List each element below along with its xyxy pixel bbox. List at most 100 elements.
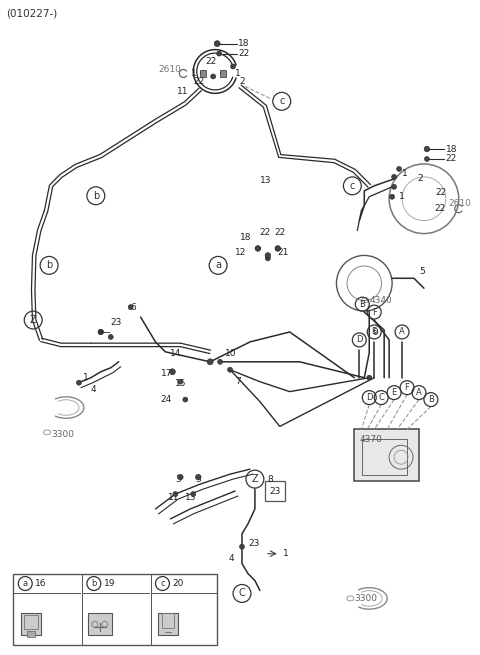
- Text: 1: 1: [235, 69, 241, 78]
- Text: D: D: [356, 335, 362, 345]
- Bar: [220, 69, 226, 77]
- Bar: [158, 613, 179, 635]
- Text: 3300: 3300: [51, 430, 74, 439]
- Text: Z: Z: [30, 315, 36, 325]
- Text: 6: 6: [131, 303, 136, 312]
- Circle shape: [255, 246, 261, 252]
- Text: a: a: [215, 260, 221, 271]
- Text: 14: 14: [170, 349, 182, 358]
- Bar: [162, 613, 174, 628]
- Bar: [200, 69, 206, 77]
- Text: C: C: [239, 588, 245, 599]
- Text: 16: 16: [35, 579, 47, 588]
- Circle shape: [211, 74, 216, 79]
- Text: 7: 7: [235, 377, 241, 386]
- Text: 10: 10: [225, 349, 237, 358]
- Text: 22: 22: [446, 155, 457, 164]
- Circle shape: [76, 380, 82, 385]
- Text: 15: 15: [175, 379, 187, 388]
- Text: b: b: [46, 260, 52, 271]
- Text: 22: 22: [205, 57, 216, 66]
- Text: 5: 5: [419, 267, 425, 276]
- Circle shape: [276, 246, 280, 251]
- Bar: [13, 574, 217, 645]
- Text: A: A: [416, 388, 422, 397]
- Text: 17: 17: [160, 369, 172, 378]
- Circle shape: [217, 360, 223, 364]
- Text: 22: 22: [434, 204, 445, 213]
- Text: 11: 11: [168, 493, 180, 502]
- Text: 22: 22: [275, 228, 286, 237]
- Text: c: c: [279, 96, 285, 106]
- Text: 2: 2: [417, 174, 422, 183]
- Circle shape: [128, 305, 133, 310]
- Text: 18: 18: [240, 233, 252, 242]
- Circle shape: [221, 71, 226, 76]
- Circle shape: [392, 174, 396, 179]
- Circle shape: [216, 51, 222, 56]
- Circle shape: [173, 491, 178, 496]
- Text: 24: 24: [160, 395, 172, 404]
- Text: 18: 18: [446, 145, 457, 153]
- Bar: [24, 615, 38, 629]
- Text: D: D: [366, 393, 372, 402]
- Text: a: a: [23, 579, 28, 588]
- Bar: [88, 613, 112, 635]
- Circle shape: [169, 369, 175, 375]
- Circle shape: [108, 335, 113, 339]
- Text: c: c: [160, 579, 165, 588]
- Circle shape: [207, 359, 213, 365]
- Bar: [265, 481, 285, 501]
- Text: 3: 3: [195, 475, 201, 483]
- Text: 1: 1: [283, 549, 288, 558]
- Circle shape: [265, 253, 271, 258]
- Circle shape: [183, 397, 188, 402]
- Text: 8: 8: [268, 475, 274, 483]
- Text: 1: 1: [192, 69, 197, 78]
- Text: 21: 21: [278, 248, 289, 257]
- Circle shape: [195, 474, 201, 480]
- Text: 23: 23: [270, 487, 281, 496]
- Circle shape: [367, 375, 372, 380]
- Text: 18: 18: [238, 39, 250, 48]
- Text: E: E: [392, 388, 397, 397]
- Circle shape: [424, 157, 430, 162]
- Text: 19: 19: [104, 579, 115, 588]
- Text: (010227-): (010227-): [6, 9, 58, 19]
- Text: 22: 22: [193, 77, 204, 86]
- Text: C: C: [378, 393, 384, 402]
- Bar: [354, 430, 419, 481]
- Text: 2610: 2610: [449, 199, 472, 208]
- Text: 4: 4: [91, 385, 96, 394]
- Circle shape: [214, 41, 220, 47]
- Text: 13: 13: [260, 176, 271, 185]
- Bar: [362, 440, 407, 475]
- Text: 4340: 4340: [369, 295, 392, 305]
- Text: 20: 20: [172, 579, 184, 588]
- Circle shape: [201, 71, 206, 76]
- Text: c: c: [349, 181, 355, 191]
- Text: A: A: [399, 328, 405, 337]
- Circle shape: [275, 246, 281, 252]
- Text: Z: Z: [252, 474, 258, 484]
- Text: 3300: 3300: [354, 594, 377, 603]
- Circle shape: [424, 146, 430, 152]
- Text: b: b: [91, 579, 96, 588]
- Circle shape: [191, 491, 196, 496]
- Text: 22: 22: [238, 49, 249, 58]
- Text: 13: 13: [185, 493, 197, 502]
- Text: 2610: 2610: [158, 65, 181, 74]
- Circle shape: [98, 329, 104, 335]
- Circle shape: [396, 166, 402, 172]
- Circle shape: [230, 64, 236, 69]
- Text: 23: 23: [248, 539, 259, 548]
- Text: F: F: [372, 308, 377, 316]
- Text: 9: 9: [372, 328, 378, 337]
- Text: 12: 12: [235, 248, 246, 257]
- Text: 1: 1: [83, 373, 89, 383]
- Text: 1: 1: [399, 193, 405, 201]
- Text: 1: 1: [402, 170, 408, 178]
- Text: B: B: [428, 395, 434, 404]
- Text: 3: 3: [175, 475, 181, 483]
- Text: 22: 22: [435, 188, 446, 197]
